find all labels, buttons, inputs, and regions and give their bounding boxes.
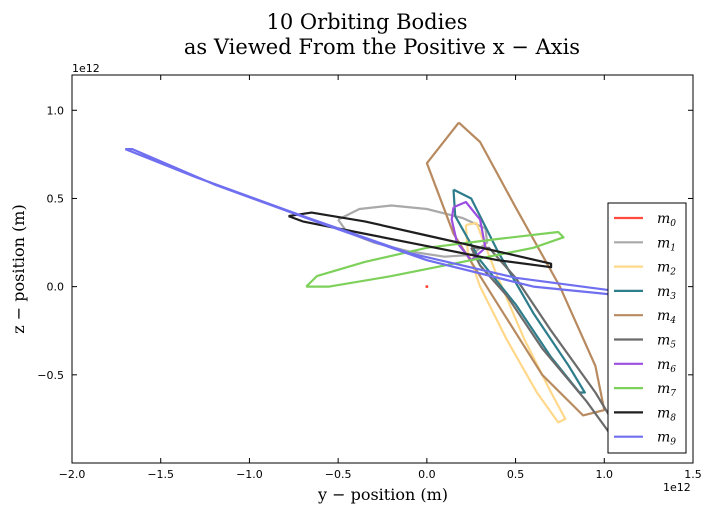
legend-label-m3: m3 [657, 284, 676, 302]
legend-label-m2: m2 [657, 260, 676, 278]
legend-label-m4: m4 [657, 308, 676, 326]
x-tick-label: 1.0 [596, 468, 614, 481]
legend-label-m1: m1 [657, 235, 676, 253]
series-m7-orbit [305, 230, 565, 288]
x-offset-label: 1e12 [663, 481, 691, 494]
y-offset-label: 1e12 [72, 62, 100, 75]
x-tick-label: 0.5 [507, 468, 525, 481]
series-layer [124, 121, 624, 447]
x-tick-label: −0.5 [325, 468, 352, 481]
y-tick-label: 0.0 [47, 281, 65, 294]
chart-title-line-1: 10 Orbiting Bodies [266, 10, 467, 34]
y-tick-label: −0.5 [37, 369, 64, 382]
x-tick-label: −1.0 [236, 468, 263, 481]
y-tick-label: 1.0 [47, 104, 65, 117]
x-tick-label: −2.0 [59, 468, 86, 481]
legend-label-m7: m7 [657, 381, 676, 399]
legend-label-m0: m0 [657, 211, 676, 229]
series-m6-orbit [450, 200, 487, 262]
legend-label-m8: m8 [657, 405, 676, 423]
x-axis-label: y − position (m) [317, 485, 448, 504]
x-tick-label: 0.0 [418, 468, 436, 481]
series-m4-orbit [425, 121, 606, 417]
legend-label-m6: m6 [657, 357, 676, 375]
series-m3-orbit [452, 188, 586, 394]
legend: m0 m1 m2 m3 m4 m5 m6 m7 m8 m9 [607, 202, 687, 454]
ticks-layer: −2.0 −1.5 −1.0 −0.5 0.0 0.5 1.0 1.5 −0.5 0.0 0.5 1.… [37, 75, 702, 481]
y-axis-label: z − position (m) [9, 204, 28, 333]
series-m8-orbit [288, 211, 553, 269]
legend-label-m9: m9 [657, 430, 676, 448]
y-tick-label: 0.5 [47, 192, 65, 205]
x-tick-label: −1.5 [147, 468, 174, 481]
series-m0-point [425, 285, 429, 289]
legend-label-m5: m5 [657, 333, 676, 351]
x-tick-label: 1.5 [684, 468, 702, 481]
series-m2-orbit [464, 222, 567, 424]
chart-title-line-2: as Viewed From the Positive x − Axis [184, 35, 580, 59]
plot-frame [71, 74, 694, 464]
